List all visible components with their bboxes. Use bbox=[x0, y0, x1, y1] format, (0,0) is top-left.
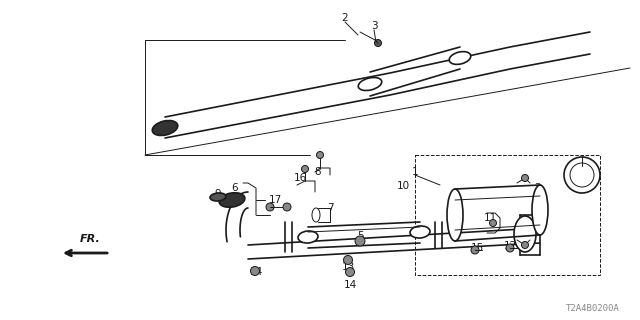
Ellipse shape bbox=[312, 208, 320, 222]
Text: 12: 12 bbox=[504, 241, 516, 251]
Text: 3: 3 bbox=[534, 183, 540, 193]
Ellipse shape bbox=[358, 77, 381, 91]
Text: 6: 6 bbox=[232, 183, 238, 193]
Ellipse shape bbox=[317, 151, 323, 158]
Ellipse shape bbox=[522, 242, 529, 249]
Ellipse shape bbox=[283, 203, 291, 211]
Ellipse shape bbox=[522, 174, 529, 181]
Ellipse shape bbox=[506, 244, 514, 252]
Ellipse shape bbox=[532, 185, 548, 235]
Ellipse shape bbox=[449, 52, 471, 64]
Ellipse shape bbox=[210, 193, 226, 201]
Text: 14: 14 bbox=[250, 267, 262, 277]
Text: 18: 18 bbox=[575, 158, 589, 168]
Ellipse shape bbox=[410, 226, 430, 238]
Text: 10: 10 bbox=[396, 181, 410, 191]
Ellipse shape bbox=[514, 216, 536, 252]
Ellipse shape bbox=[298, 231, 318, 243]
Ellipse shape bbox=[219, 193, 245, 207]
Ellipse shape bbox=[344, 255, 353, 265]
Text: 5: 5 bbox=[356, 231, 364, 241]
Ellipse shape bbox=[374, 39, 381, 46]
Ellipse shape bbox=[301, 165, 308, 172]
Text: 8: 8 bbox=[315, 167, 321, 177]
Text: 13: 13 bbox=[341, 262, 355, 272]
Ellipse shape bbox=[250, 267, 259, 276]
Text: 14: 14 bbox=[344, 280, 356, 290]
Text: 2: 2 bbox=[342, 13, 348, 23]
Ellipse shape bbox=[266, 203, 274, 211]
Text: T2A4B0200A: T2A4B0200A bbox=[566, 304, 620, 313]
Bar bbox=[415, 155, 600, 275]
Text: 3: 3 bbox=[371, 21, 378, 31]
Text: 17: 17 bbox=[268, 195, 282, 205]
Ellipse shape bbox=[447, 189, 463, 241]
Text: 16: 16 bbox=[293, 173, 307, 183]
Text: 11: 11 bbox=[483, 213, 497, 223]
Text: 1: 1 bbox=[412, 167, 419, 177]
Ellipse shape bbox=[152, 121, 178, 135]
Ellipse shape bbox=[471, 246, 479, 254]
Ellipse shape bbox=[346, 268, 355, 276]
Text: FR.: FR. bbox=[79, 234, 100, 244]
Ellipse shape bbox=[490, 220, 497, 227]
Circle shape bbox=[564, 157, 600, 193]
Text: 7: 7 bbox=[326, 203, 333, 213]
Ellipse shape bbox=[355, 236, 365, 246]
Circle shape bbox=[570, 163, 594, 187]
Text: 15: 15 bbox=[470, 243, 484, 253]
Text: 4: 4 bbox=[534, 200, 540, 210]
Text: 9: 9 bbox=[214, 189, 221, 199]
